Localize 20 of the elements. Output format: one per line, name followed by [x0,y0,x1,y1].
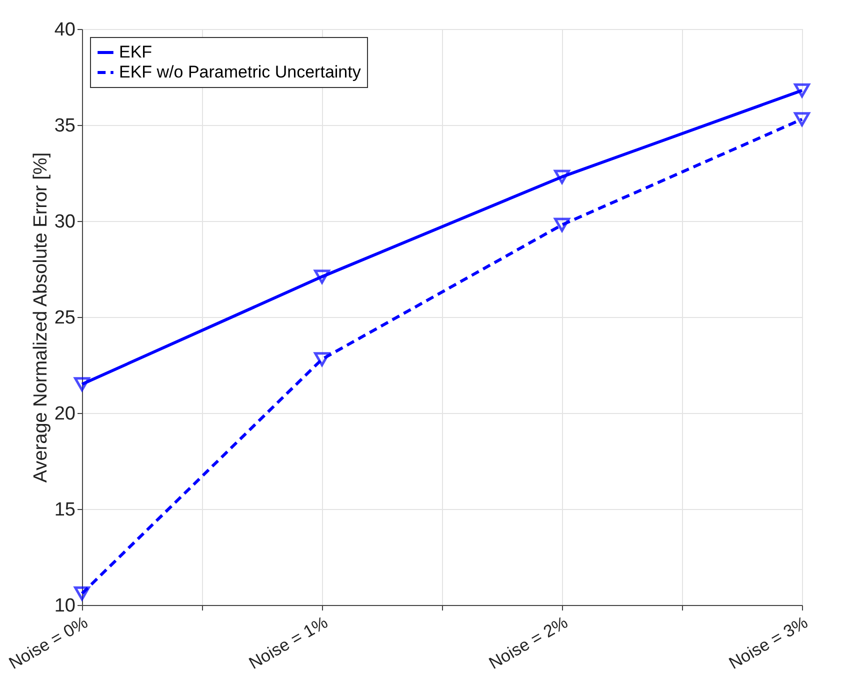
point [314,352,330,366]
point [554,170,570,184]
legend-label: EKF w/o Parametric Uncertainty [119,62,362,82]
y-axis-title: Average Normalized Absolute Error [%] [30,152,52,483]
point [554,218,570,232]
y-tick-label: 25 [54,308,76,328]
point [794,83,810,98]
y-tick-label: 40 [54,20,76,40]
x-tick-label: Noise = 1% [246,612,331,673]
legend-label: EKF [119,42,152,62]
point [74,586,90,601]
point [794,112,810,126]
point [74,377,90,392]
point [314,270,330,284]
y-tick-label: 20 [54,404,76,424]
x-tick-label: Noise = 2% [486,612,571,673]
y-tick-label: 15 [54,500,76,520]
x-tick-label: Noise = 3% [726,612,811,673]
y-tick-label: 35 [54,116,76,136]
y-tick-label: 30 [54,212,76,232]
